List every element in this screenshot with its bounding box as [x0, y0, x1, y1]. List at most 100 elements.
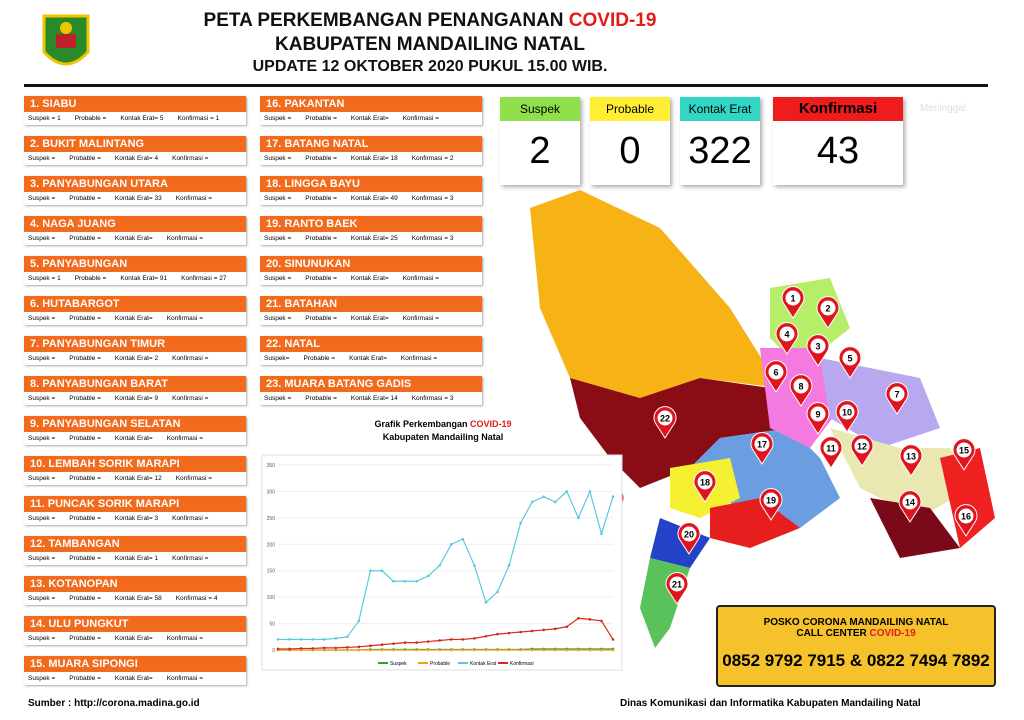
stat: Konfirmasi = 1 [177, 115, 220, 122]
stat: Probable = [69, 515, 101, 522]
map-pin: 19 [759, 488, 783, 521]
stat: Probable = [305, 155, 337, 162]
summary-box: Konfirmasi 43 [773, 97, 903, 185]
pin-inner [823, 440, 839, 456]
pin-label: 11 [826, 444, 836, 454]
summary-label: Probable [590, 97, 670, 121]
point [449, 638, 453, 641]
legend-label: Suspek [390, 661, 407, 667]
stat: Konfirmasi = [402, 275, 439, 282]
stat: Kontak Erat= [114, 635, 153, 642]
point [565, 648, 569, 652]
region [710, 498, 800, 548]
point [484, 634, 488, 638]
stat: Suspek = [28, 515, 56, 522]
point [415, 579, 418, 583]
stat: Suspek = [264, 195, 292, 202]
stat: Suspek = 1 [28, 275, 61, 282]
district-stats: Suspek = Probable = Kontak Erat= Konfirmasi… [260, 272, 482, 285]
district: 13. KOTANOPAN Suspek = Probable = Kontak Er… [24, 576, 246, 605]
district-name: 1. SIABU [24, 96, 246, 112]
point [473, 637, 476, 640]
district-stats: Suspek = 1 Probable = Kontak Erat= 91 Konfi… [24, 272, 246, 285]
map-pin: 6 [764, 360, 788, 393]
district-stats: Suspek = Probable = Kontak Erat= Konfirmasi… [260, 312, 482, 325]
stat: Kontak Erat= 58 [114, 595, 162, 602]
stat: Kontak Erat= 49 [350, 195, 398, 202]
summary-box: Kontak Erat 322 [680, 97, 760, 185]
posko: POSKO CORONA MANDAILING NATAL CALL CENTE… [716, 605, 996, 687]
stat: Kontak Erat= 33 [114, 195, 162, 202]
pin-inner [785, 290, 801, 306]
stat: Kontak Erat= 18 [350, 155, 398, 162]
pin-label: 16 [961, 512, 971, 522]
y-tick-label: 200 [267, 542, 276, 548]
district: 5. PANYABUNGAN Suspek = 1 Probable = Kontak… [24, 256, 246, 285]
pin-label: 5 [847, 354, 852, 364]
stat: Konfirmasi = [400, 355, 438, 362]
point [322, 646, 326, 650]
district-stats: Suspek = Probable = Kontak Erat= 25 Konfirm… [260, 232, 482, 245]
stat: Suspek = [28, 395, 56, 402]
stat: Suspek = [28, 315, 56, 322]
district-name: 10. LEMBAH SORIK MARAPI [24, 456, 246, 472]
district-name: 15. MUARA SIPONGI [24, 656, 246, 672]
point [507, 648, 511, 652]
stat: Kontak Erat= [114, 315, 153, 322]
district: 6. HUTABARGOT Suspek = Probable = Kontak Er… [24, 296, 246, 325]
pin-inner [889, 386, 905, 402]
summary-label: Suspek [500, 97, 580, 121]
point [553, 500, 557, 504]
stat: Probable = [69, 195, 101, 202]
stat: Suspek = [28, 235, 56, 242]
region [870, 498, 960, 558]
pin-inner [793, 378, 809, 394]
stat: Suspek = [264, 235, 292, 242]
district: 8. PANYABUNGAN BARAT Suspek = Probable = Ko… [24, 376, 246, 405]
point [369, 569, 372, 573]
pin-inner [854, 438, 870, 454]
point [380, 569, 384, 573]
stat: Kontak Erat= 3 [114, 515, 159, 522]
stat: Kontak Erat= 91 [120, 275, 168, 282]
stat: Suspek = [28, 635, 56, 642]
stat: Probable = [303, 355, 336, 362]
district: 3. PANYABUNGAN UTARA Suspek = Probable = Ko… [24, 176, 246, 205]
chart-title: Grafik Perkembangan COVID-19 [374, 419, 511, 429]
point [299, 638, 303, 641]
district: 14. ULU PUNGKUT Suspek = Probable = Kontak … [24, 616, 246, 645]
point [577, 616, 580, 620]
stat: Konfirmasi = [172, 395, 209, 402]
point [369, 648, 372, 652]
pin-inner [669, 576, 685, 592]
map-pin: 17 [750, 432, 774, 465]
pin-inner [958, 508, 974, 524]
point [380, 648, 384, 652]
map-pin: 9 [806, 402, 830, 435]
district-stats: Suspek= Probable = Kontak Erat= Konfirmasi … [260, 352, 482, 365]
y-tick-label: 100 [267, 595, 276, 601]
stat: Probable = [69, 315, 101, 322]
map-pin: 22 [653, 406, 677, 439]
district-name: 3. PANYABUNGAN UTARA [24, 176, 246, 192]
district-stats: Suspek = Probable = Kontak Erat= 3 Konfirma… [24, 512, 246, 525]
point [588, 490, 592, 493]
map-pin: 1 [781, 286, 805, 319]
district: 10. LEMBAH SORIK MARAPI Suspek = Probable … [24, 456, 246, 485]
stat: Kontak Erat= 1 [114, 555, 159, 562]
point [519, 630, 522, 634]
stat: Suspek = [28, 195, 56, 202]
map-pin: 3 [806, 334, 830, 367]
point [438, 639, 442, 642]
stat: Probable = [69, 595, 101, 602]
stat: Suspek = 1 [28, 115, 61, 122]
district-stats: Suspek = Probable = Kontak Erat= 2 Konfirma… [24, 352, 246, 365]
stat: Kontak Erat= [350, 115, 389, 122]
pin-inner [903, 448, 919, 464]
faded-label: Meninggal [920, 103, 967, 114]
stat: Suspek= [264, 355, 290, 362]
district-name: 20. SINUNUKAN [260, 256, 482, 272]
stat: Konfirmasi = [175, 195, 213, 202]
region [530, 190, 780, 398]
district-stats: Suspek = Probable = Kontak Erat= 58 Konfirm… [24, 592, 246, 605]
